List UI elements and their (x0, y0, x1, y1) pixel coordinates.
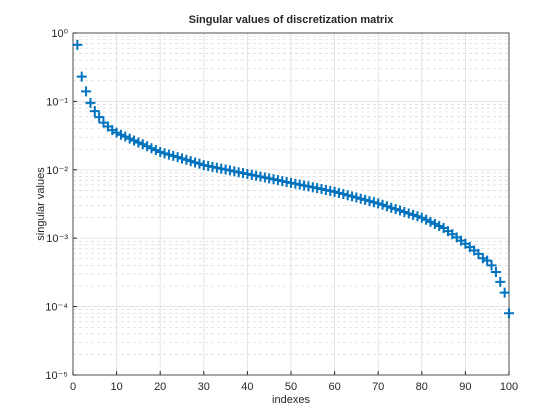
marker (137, 139, 148, 150)
x-tick-label: 10 (110, 381, 122, 393)
marker (172, 152, 183, 163)
marker (351, 192, 362, 203)
marker (482, 255, 493, 266)
x-tick-label: 60 (328, 381, 340, 393)
marker (124, 133, 135, 144)
marker (81, 86, 92, 97)
marker (377, 199, 388, 210)
marker (85, 97, 96, 108)
y-tick-label: 10⁻⁵ (45, 370, 68, 382)
marker (504, 308, 514, 319)
chart-title: Singular values of discretization matrix (189, 14, 395, 26)
marker (486, 260, 497, 271)
axes-box (72, 32, 510, 376)
x-tick-label: 70 (372, 381, 384, 393)
marker (333, 187, 344, 198)
marker (342, 190, 353, 201)
marker (421, 214, 432, 225)
marker (111, 127, 122, 138)
marker (495, 276, 506, 287)
marker (403, 208, 414, 219)
marker (129, 135, 140, 146)
marker (490, 267, 501, 278)
marker (412, 211, 423, 222)
marker (395, 205, 405, 216)
marker (163, 149, 174, 160)
marker (399, 206, 410, 217)
marker (408, 209, 419, 220)
marker (185, 156, 196, 167)
x-tick-label: 50 (285, 381, 297, 393)
marker (355, 193, 366, 204)
marker (499, 287, 510, 298)
x-tick-label: 0 (70, 381, 76, 393)
x-tick-label: 30 (198, 381, 210, 393)
marker (390, 204, 401, 215)
marker (386, 202, 397, 213)
marker (360, 194, 371, 205)
marker (329, 186, 340, 197)
marker (72, 39, 83, 50)
marker (338, 189, 349, 200)
marker (155, 147, 166, 158)
marker (146, 143, 157, 154)
marker (194, 158, 205, 169)
marker (434, 220, 445, 231)
marker (368, 197, 379, 208)
marker (150, 145, 161, 156)
x-tick-label: 100 (500, 381, 518, 393)
y-tick-label: 10⁻¹ (46, 96, 68, 108)
marker (425, 216, 436, 227)
marker (89, 106, 100, 117)
marker (416, 212, 427, 223)
x-tick-label: 20 (154, 381, 166, 393)
marker (190, 157, 201, 168)
marker (373, 198, 384, 209)
x-tick-label: 40 (241, 381, 253, 393)
y-tick-label: 10⁻⁴ (45, 302, 68, 314)
marker (364, 196, 375, 207)
marker (177, 153, 187, 164)
marker (133, 137, 144, 148)
marker (76, 71, 87, 82)
marker (159, 148, 170, 159)
marker (120, 131, 131, 142)
x-tick-label: 80 (416, 381, 428, 393)
marker (429, 218, 440, 229)
marker (168, 150, 179, 161)
y-tick-label: 10⁰ (51, 28, 68, 40)
marker (381, 201, 392, 212)
x-axis-label: indexes (272, 394, 310, 406)
marker (94, 112, 105, 123)
y-tick-label: 10⁻² (46, 165, 68, 177)
marker (181, 154, 192, 165)
y-tick-label: 10⁻³ (46, 233, 68, 245)
x-tick-label: 90 (459, 381, 471, 393)
y-axis-label: singular values (35, 167, 47, 241)
marker (347, 191, 358, 202)
marker (142, 141, 153, 152)
marker (115, 129, 126, 140)
